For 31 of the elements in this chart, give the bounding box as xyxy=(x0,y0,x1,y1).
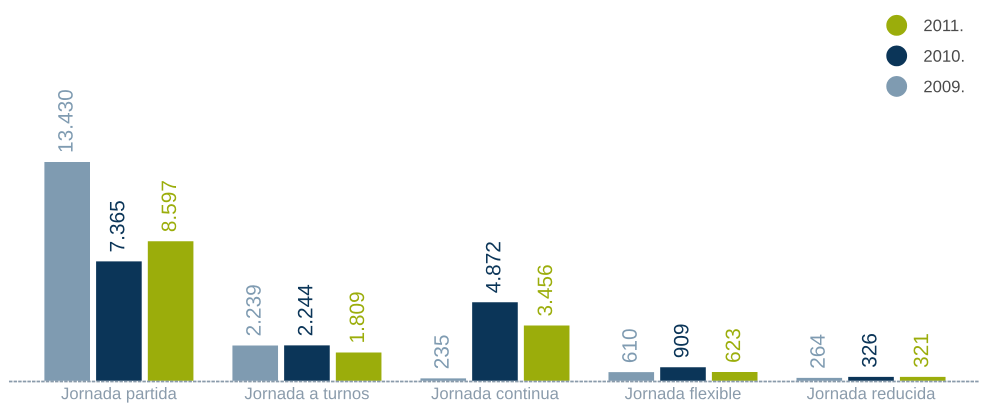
data-label: 623 xyxy=(726,329,740,362)
legend-label: 2011. xyxy=(924,20,962,32)
bar xyxy=(522,324,571,382)
legend-label: 2010. xyxy=(924,50,964,62)
data-label: 264 xyxy=(810,334,825,368)
data-label: 610 xyxy=(622,329,637,362)
data-label: 13.430 xyxy=(58,90,73,152)
data-label: 235 xyxy=(434,335,449,368)
bar xyxy=(94,260,144,382)
data-label: 321 xyxy=(914,334,928,368)
bar xyxy=(282,344,332,382)
bar xyxy=(470,300,520,382)
data-label: 2.244 xyxy=(298,284,312,336)
data-label: 4.872 xyxy=(486,242,501,293)
bar xyxy=(658,366,708,382)
data-label: 909 xyxy=(674,324,689,358)
legend-label: 2009. xyxy=(924,80,964,92)
data-label: 7.365 xyxy=(110,201,124,252)
data-label: 326 xyxy=(862,334,877,368)
bar xyxy=(710,370,759,382)
x-tick-label: Jornada continua xyxy=(431,387,559,400)
data-label: 3.456 xyxy=(538,265,552,316)
data-label: 1.809 xyxy=(349,292,364,342)
x-tick-label: Jornada flexible xyxy=(624,387,741,400)
data-label: 8.597 xyxy=(161,181,176,232)
bar xyxy=(334,351,383,382)
data-label: 2.239 xyxy=(246,285,261,336)
bar xyxy=(146,240,195,382)
x-tick-label: Jornada a turnos xyxy=(244,387,369,400)
x-tick-label: Jornada reducida xyxy=(806,387,936,400)
x-tick-label: Jornada partida xyxy=(61,387,177,403)
